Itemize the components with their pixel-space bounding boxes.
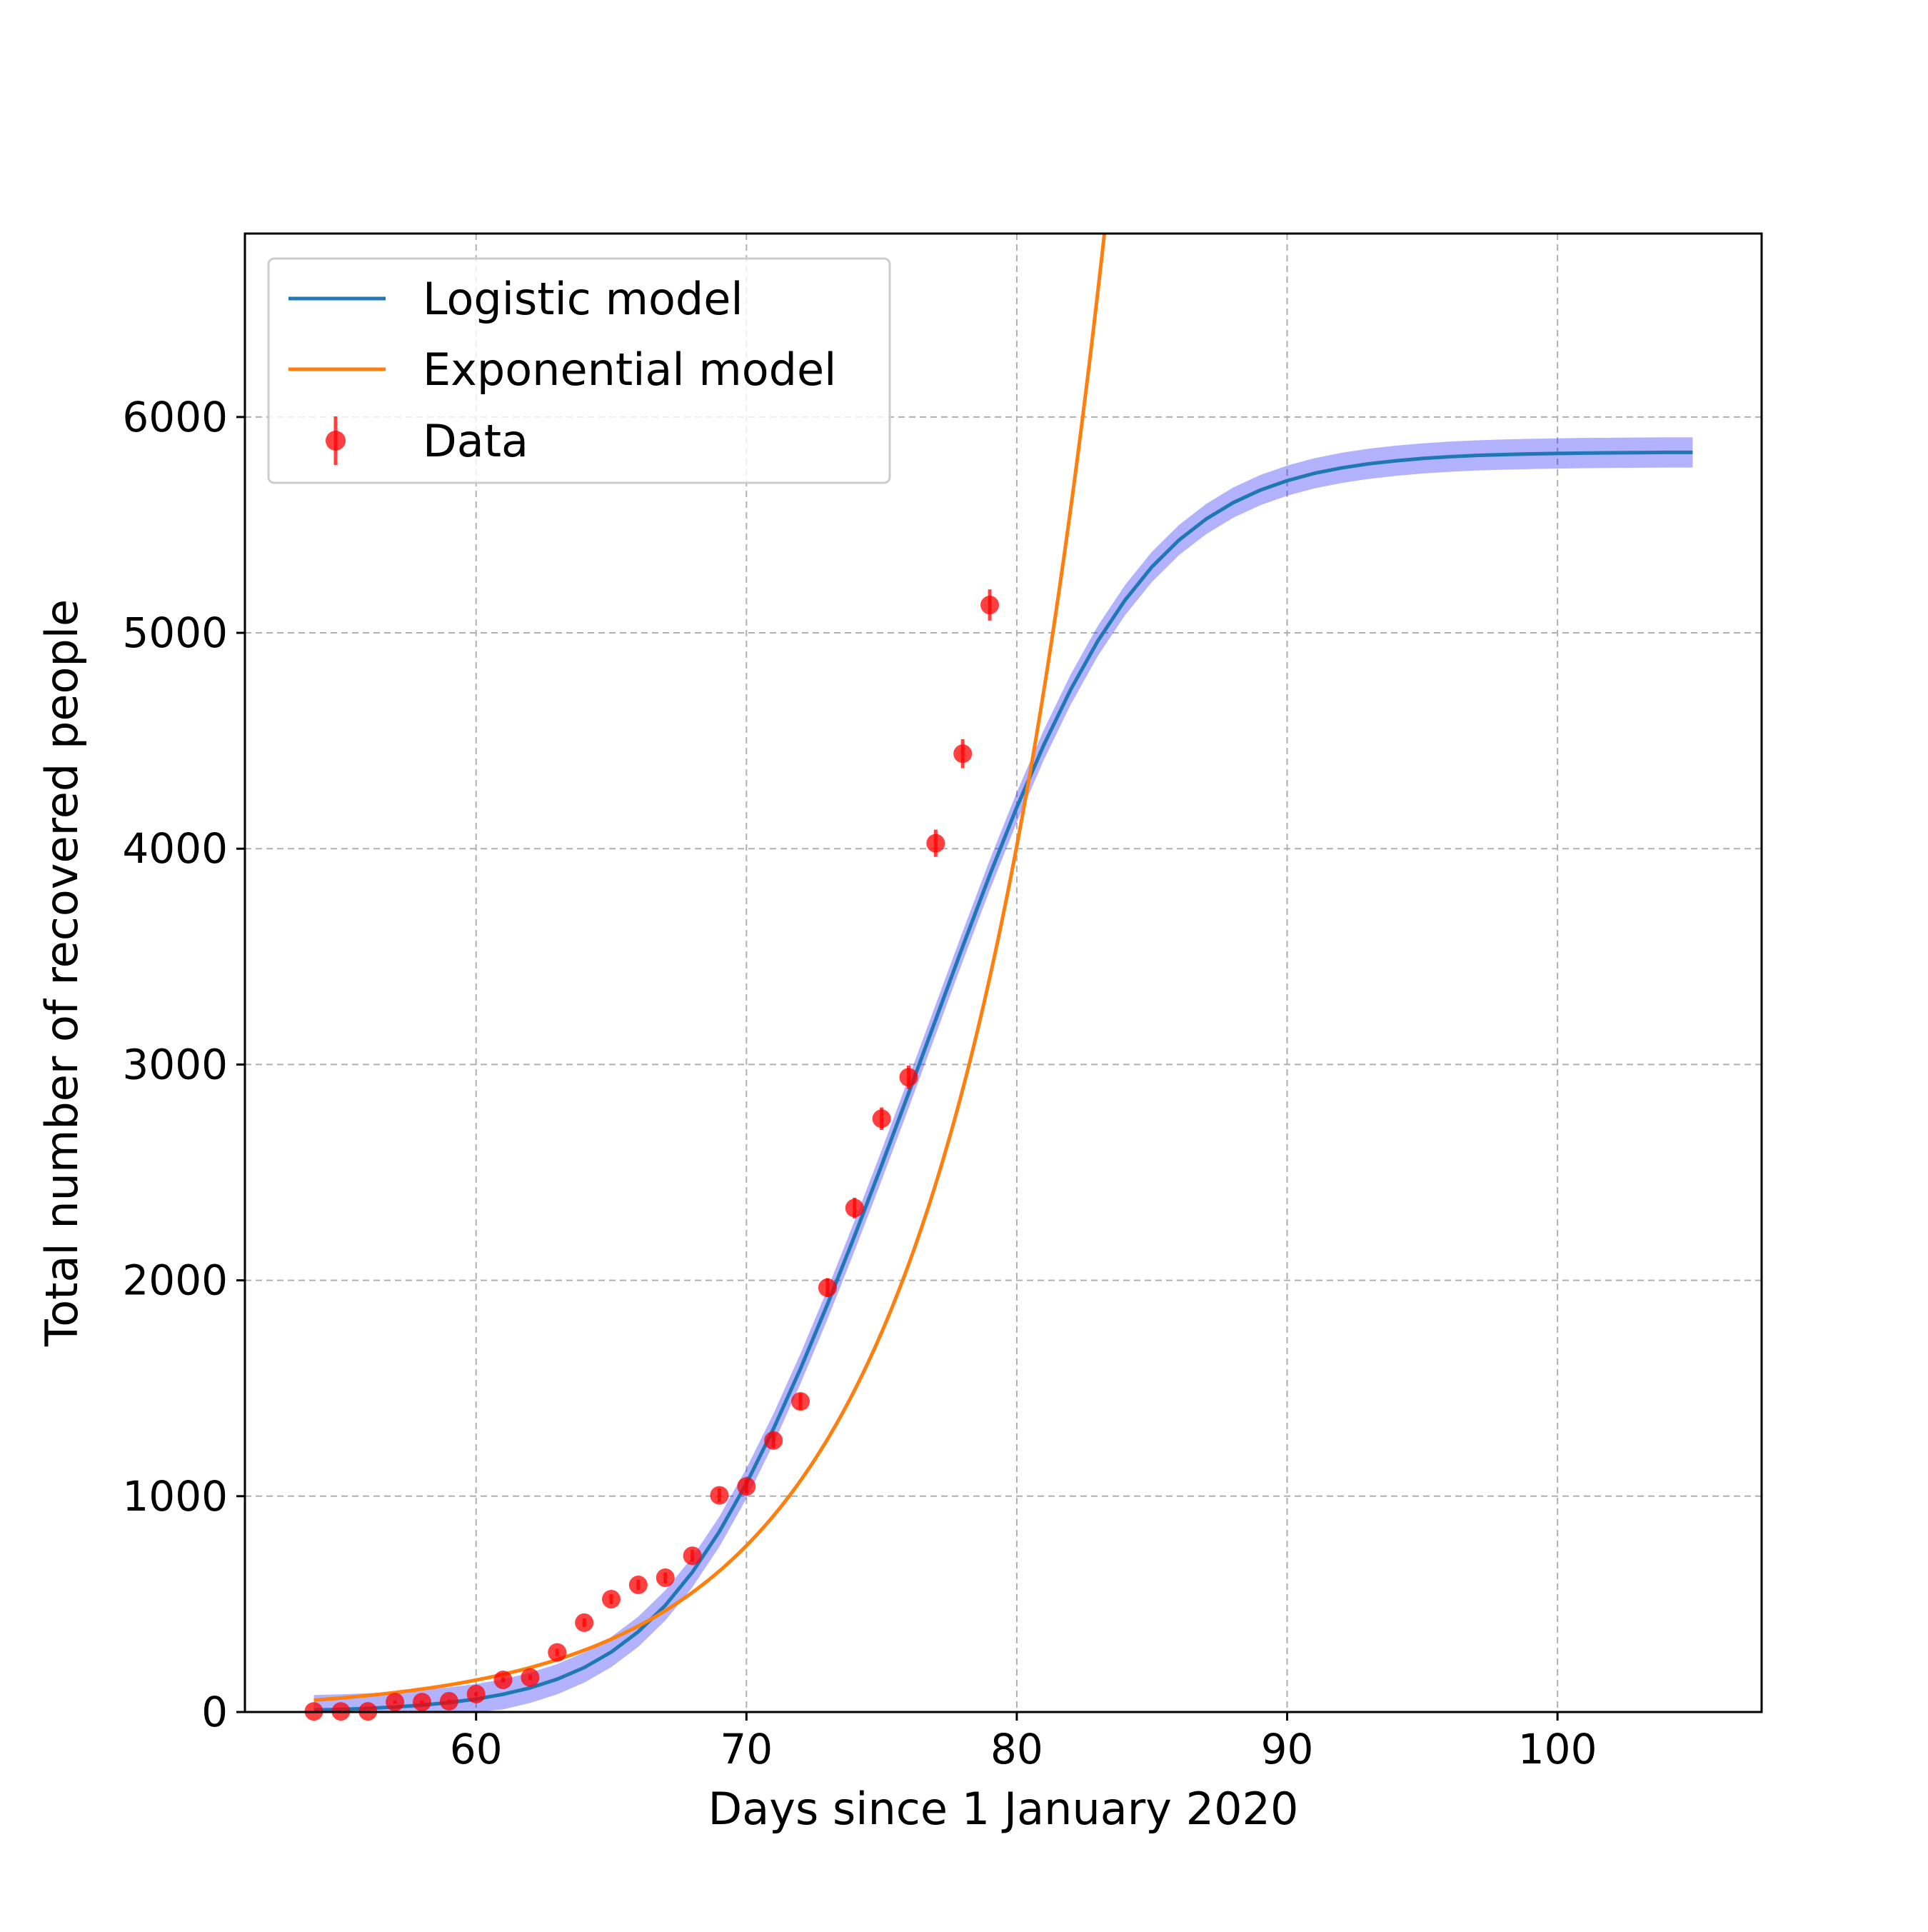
data-point bbox=[683, 1546, 702, 1566]
data-marker bbox=[737, 1477, 756, 1496]
data-marker bbox=[953, 744, 973, 764]
data-point bbox=[466, 1684, 486, 1703]
legend-logistic-label: Logistic model bbox=[423, 273, 743, 325]
data-point bbox=[439, 1691, 458, 1711]
y-tick-label: 2000 bbox=[122, 1256, 228, 1305]
uncertainty-band-layer bbox=[313, 437, 1693, 1712]
y-tick-label: 5000 bbox=[122, 609, 228, 657]
plot-frame bbox=[243, 232, 1763, 1713]
data-marker bbox=[521, 1668, 540, 1687]
data-marker bbox=[683, 1546, 702, 1566]
data-point bbox=[737, 1477, 756, 1496]
data-points-layer bbox=[304, 589, 1000, 1721]
y-axis-label: Total number of recovered people bbox=[36, 599, 88, 1347]
data-marker bbox=[439, 1691, 458, 1711]
legend-data-marker-swatch bbox=[326, 431, 346, 451]
data-point bbox=[656, 1568, 675, 1588]
data-marker bbox=[412, 1693, 431, 1712]
logistic-uncertainty-band bbox=[313, 437, 1693, 1712]
data-marker bbox=[845, 1198, 864, 1218]
series-layer bbox=[313, 234, 1693, 1712]
data-point bbox=[493, 1670, 513, 1689]
y-tick-label: 0 bbox=[201, 1688, 228, 1736]
data-point bbox=[764, 1431, 783, 1450]
x-axis-label: Days since 1 January 2020 bbox=[708, 1783, 1299, 1835]
legend-exponential-label: Exponential model bbox=[423, 344, 836, 396]
x-tick-label: 60 bbox=[450, 1725, 503, 1773]
data-marker bbox=[980, 596, 1000, 615]
data-marker bbox=[386, 1693, 405, 1712]
data-marker bbox=[764, 1431, 783, 1450]
data-point bbox=[628, 1576, 648, 1595]
y-tick-label: 4000 bbox=[122, 824, 228, 873]
data-marker bbox=[575, 1613, 594, 1632]
legend-box bbox=[267, 257, 891, 484]
data-point bbox=[899, 1065, 918, 1089]
data-point bbox=[845, 1197, 864, 1218]
data-marker bbox=[818, 1278, 837, 1297]
data-marker bbox=[493, 1670, 513, 1689]
data-marker bbox=[926, 834, 945, 853]
data-point bbox=[412, 1693, 431, 1712]
data-point bbox=[386, 1693, 405, 1712]
legend: Logistic model Exponential model Data bbox=[267, 257, 891, 484]
data-marker bbox=[548, 1643, 567, 1662]
logistic-model-line bbox=[313, 450, 1693, 1712]
data-marker bbox=[628, 1576, 648, 1595]
data-marker bbox=[899, 1068, 918, 1087]
data-point bbox=[818, 1278, 837, 1298]
data-point bbox=[791, 1392, 810, 1411]
data-marker bbox=[602, 1589, 621, 1608]
data-marker bbox=[466, 1684, 486, 1703]
data-marker bbox=[656, 1568, 675, 1588]
y-tick-label: 6000 bbox=[122, 393, 228, 441]
data-marker bbox=[710, 1486, 729, 1505]
data-point bbox=[575, 1613, 594, 1632]
exponential-model-line bbox=[313, 234, 1107, 1702]
data-point bbox=[710, 1486, 729, 1505]
data-marker bbox=[872, 1109, 891, 1128]
data-point bbox=[980, 589, 1000, 621]
y-tick-label: 1000 bbox=[122, 1472, 228, 1521]
x-tick-label: 80 bbox=[990, 1725, 1043, 1773]
data-marker bbox=[791, 1392, 810, 1411]
y-tick-label: 3000 bbox=[122, 1040, 228, 1088]
legend-data-label: Data bbox=[423, 415, 528, 467]
data-point bbox=[953, 739, 973, 769]
data-point bbox=[926, 829, 945, 857]
data-point bbox=[602, 1589, 621, 1608]
x-tick-label: 70 bbox=[720, 1725, 773, 1773]
x-tick-label: 90 bbox=[1261, 1725, 1314, 1773]
x-tick-label: 100 bbox=[1518, 1725, 1597, 1773]
data-point bbox=[521, 1668, 540, 1687]
data-point bbox=[872, 1107, 891, 1130]
data-point bbox=[548, 1643, 567, 1662]
